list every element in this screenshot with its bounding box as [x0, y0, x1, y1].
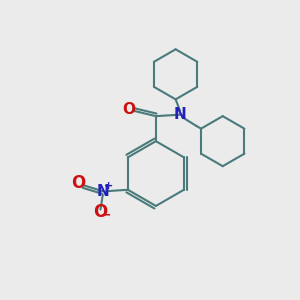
Text: +: +: [104, 181, 113, 191]
Text: N: N: [96, 184, 109, 199]
Text: O: O: [93, 203, 108, 221]
Text: N: N: [174, 107, 186, 122]
Text: O: O: [71, 174, 85, 192]
Text: −: −: [101, 209, 112, 222]
Text: O: O: [122, 102, 135, 117]
